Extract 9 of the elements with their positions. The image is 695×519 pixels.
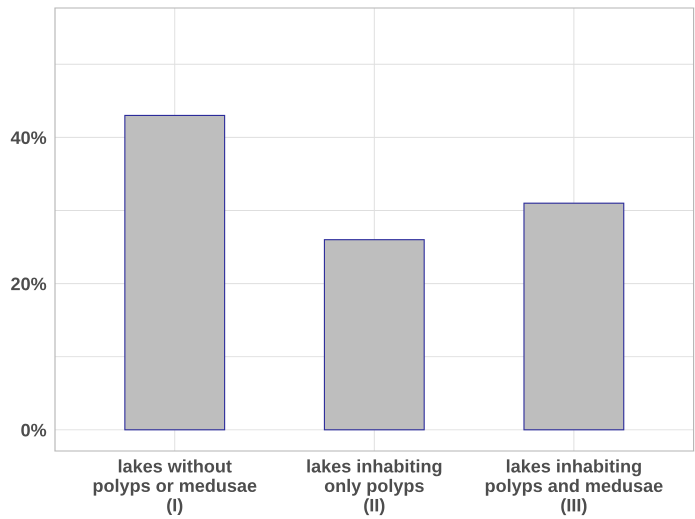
bar	[523, 202, 624, 430]
y-tick-label: 40%	[10, 131, 46, 144]
bar	[324, 239, 425, 430]
y-tick-label: 20%	[11, 278, 46, 290]
y-tick-label: 0%	[21, 424, 46, 437]
x-tick-label: lakes inhabiting polyps and medusae (III)	[486, 459, 663, 516]
x-tick-label: lakes inhabiting only polyps (II)	[307, 459, 442, 516]
bar	[124, 114, 226, 430]
x-tick-label: lakes without polyps or medusae (I)	[94, 459, 256, 516]
